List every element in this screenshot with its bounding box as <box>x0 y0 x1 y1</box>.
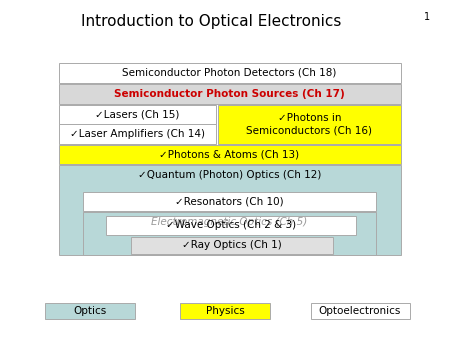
Bar <box>310 303 410 319</box>
Bar <box>218 105 400 144</box>
Text: ✓Wave Optics (Ch 2 & 3): ✓Wave Optics (Ch 2 & 3) <box>166 220 296 230</box>
Text: Semiconductor Photon Sources (Ch 17): Semiconductor Photon Sources (Ch 17) <box>114 89 345 99</box>
Bar <box>58 84 400 104</box>
Bar <box>83 212 376 255</box>
Text: Optoelectronics: Optoelectronics <box>319 306 401 316</box>
Bar <box>106 216 356 235</box>
Text: ✓Photons in
Semiconductors (Ch 16): ✓Photons in Semiconductors (Ch 16) <box>247 113 373 136</box>
Text: ✓Resonators (Ch 10): ✓Resonators (Ch 10) <box>175 197 284 207</box>
Bar <box>58 124 216 144</box>
Text: Electromagnetic Optics (Ch 5): Electromagnetic Optics (Ch 5) <box>151 217 308 227</box>
Text: ✓Photons & Atoms (Ch 13): ✓Photons & Atoms (Ch 13) <box>159 149 300 159</box>
Bar <box>58 145 400 164</box>
Text: Semiconductor Photon Detectors (Ch 18): Semiconductor Photon Detectors (Ch 18) <box>122 68 337 78</box>
Bar <box>58 63 400 83</box>
Bar <box>45 303 135 319</box>
Bar <box>83 192 376 211</box>
Text: 1: 1 <box>423 12 430 22</box>
Bar <box>58 105 216 124</box>
Bar <box>58 165 400 255</box>
Text: ✓Ray Optics (Ch 1): ✓Ray Optics (Ch 1) <box>182 240 282 250</box>
Text: ✓Laser Amplifiers (Ch 14): ✓Laser Amplifiers (Ch 14) <box>70 129 205 139</box>
Bar <box>180 303 270 319</box>
Text: ✓Quantum (Photon) Optics (Ch 12): ✓Quantum (Photon) Optics (Ch 12) <box>138 170 321 180</box>
Bar <box>130 237 333 254</box>
Text: Physics: Physics <box>206 306 244 316</box>
Text: ✓Lasers (Ch 15): ✓Lasers (Ch 15) <box>95 110 180 119</box>
Text: Optics: Optics <box>73 306 107 316</box>
Text: Introduction to Optical Electronics: Introduction to Optical Electronics <box>81 15 342 29</box>
